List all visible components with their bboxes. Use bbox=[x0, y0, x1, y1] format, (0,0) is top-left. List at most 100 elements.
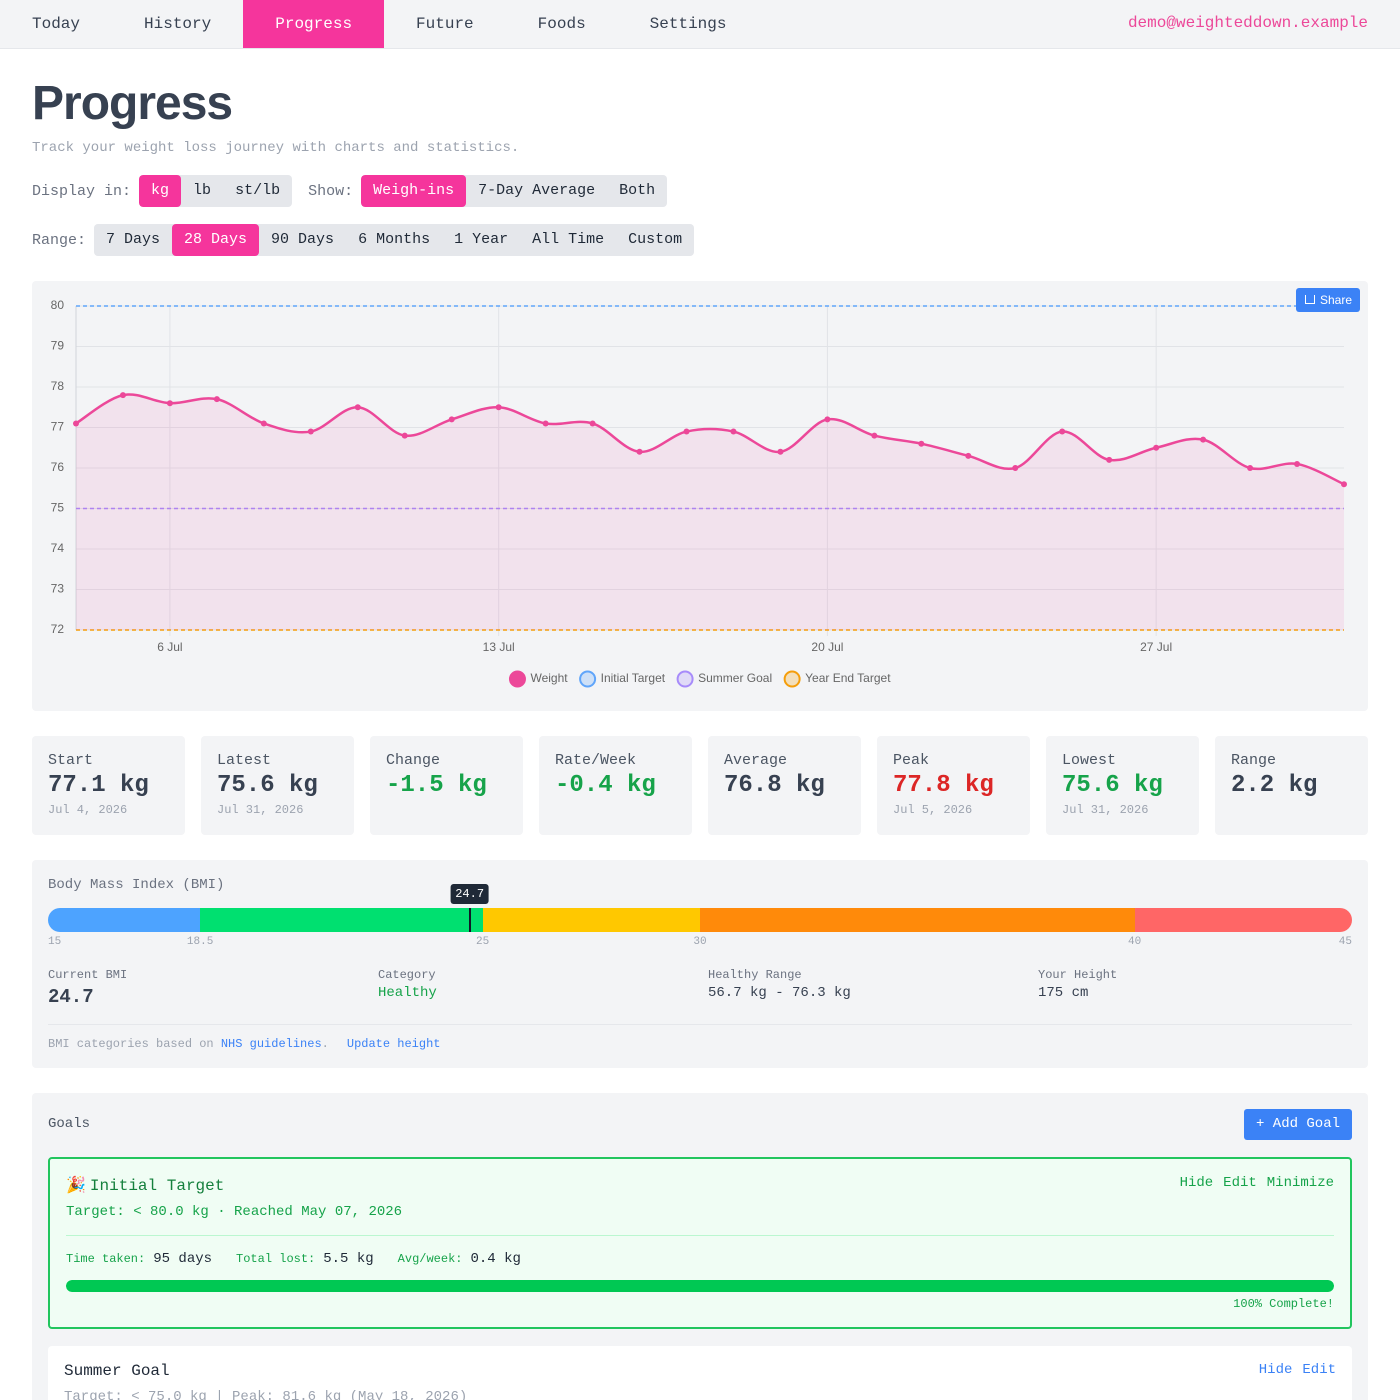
goal-detail: Target: < 75.0 kg | Peak: 81.6 kg (May 1… bbox=[64, 1389, 468, 1400]
bmi-marker-label: 24.7 bbox=[450, 884, 490, 904]
goal-stat-label: Total lost: bbox=[236, 1252, 316, 1266]
control-row: Range: 7 Days 28 Days 90 Days 6 Months 1 Year… bbox=[32, 224, 695, 256]
data-point bbox=[589, 420, 596, 427]
share-icon bbox=[1304, 295, 1315, 304]
data-point bbox=[542, 420, 549, 427]
option-button[interactable]: 28 Days bbox=[172, 224, 260, 256]
goal-action[interactable]: Edit bbox=[1223, 1175, 1257, 1191]
x-tick-label: 13 Jul bbox=[483, 640, 515, 654]
stat-card: Start 77.1 kg Jul 4, 2026 bbox=[32, 736, 185, 835]
control-row: Display in: kg lb st/lb Show: Weigh-ins 7-Day … bbox=[32, 175, 668, 207]
bmi-segment bbox=[482, 908, 700, 932]
option-button[interactable]: Weigh-ins bbox=[361, 175, 467, 207]
option-button[interactable]: All Time bbox=[532, 231, 605, 248]
option-button[interactable]: lb bbox=[193, 182, 212, 199]
bmi-info-label: Healthy Range bbox=[708, 968, 802, 982]
goal-card: 🎉 Initial Target Hide Edit Minimize Target: <… bbox=[48, 1157, 1352, 1329]
stat-value: 75.6 kg bbox=[1062, 772, 1163, 799]
bmi-info-value: Healthy bbox=[378, 985, 437, 1001]
bmi-marker bbox=[468, 908, 471, 932]
option-button[interactable]: st/lb bbox=[235, 182, 281, 199]
button-group: 7 Days 28 Days 90 Days 6 Months 1 Year All Ti… bbox=[94, 224, 695, 256]
goals-title: Goals bbox=[48, 1116, 91, 1132]
data-point bbox=[1247, 465, 1254, 471]
bmi-scale-label: 30 bbox=[693, 936, 707, 948]
option-button[interactable]: 7 Days bbox=[106, 231, 161, 248]
nav-item[interactable]: Settings bbox=[649, 15, 727, 33]
goal-action[interactable]: Minimize bbox=[1266, 1175, 1334, 1191]
goal-action[interactable]: Hide bbox=[1258, 1362, 1293, 1378]
data-point bbox=[683, 428, 690, 435]
bmi-scale-label: 25 bbox=[476, 936, 490, 948]
option-button[interactable]: kg bbox=[139, 175, 182, 207]
option-button[interactable]: 7-Day Average bbox=[478, 182, 596, 199]
goal-stat-label: Avg/week: bbox=[397, 1252, 463, 1266]
user-email[interactable]: demo@weighteddown.example bbox=[1127, 14, 1368, 32]
chart: 72 73 74 75 76 77 78 79 80 6 Jul 13 Jul 20 Jul 27 Ju… bbox=[51, 298, 1347, 688]
button-group: Weigh-ins 7-Day Average Both bbox=[361, 175, 668, 207]
bmi-title: Body Mass Index (BMI) bbox=[48, 877, 225, 893]
legend-swatch bbox=[676, 670, 694, 688]
data-point bbox=[1106, 456, 1113, 463]
option-button[interactable]: 90 Days bbox=[271, 231, 335, 248]
data-point bbox=[73, 420, 79, 427]
bmi-scale-label: 18.5 bbox=[186, 936, 214, 948]
stat-card: Lowest 75.6 kg Jul 31, 2026 bbox=[1046, 736, 1199, 835]
stat-label: Change bbox=[386, 752, 441, 769]
y-tick-label: 75 bbox=[51, 501, 65, 515]
stat-label: Rate/Week bbox=[555, 752, 637, 769]
stat-card: Peak 77.8 kg Jul 5, 2026 bbox=[877, 736, 1030, 835]
data-point bbox=[1012, 465, 1019, 471]
goal-actions: Hide Edit bbox=[1259, 1362, 1336, 1378]
nav-item[interactable]: Future bbox=[416, 15, 474, 33]
data-point bbox=[307, 428, 314, 435]
x-tick-label: 20 Jul bbox=[811, 640, 843, 654]
share-button[interactable]: Share bbox=[1295, 288, 1360, 312]
data-point bbox=[1059, 428, 1066, 435]
bmi-segment bbox=[200, 908, 483, 932]
bmi-segment bbox=[48, 908, 201, 932]
footer-action[interactable]: Update height bbox=[346, 1037, 441, 1051]
goal-stat: Avg/week: 0.4 kg bbox=[398, 1249, 521, 1267]
page-title: Progress bbox=[32, 77, 233, 130]
add-goal-button[interactable]: + Add Goal bbox=[1243, 1109, 1352, 1140]
stat-card: Change -1.5 kg bbox=[370, 736, 523, 835]
nav-item[interactable]: History bbox=[144, 15, 212, 33]
stat-card: Range 2.2 kg bbox=[1215, 736, 1368, 835]
divider bbox=[48, 1024, 1352, 1025]
data-point bbox=[730, 428, 737, 435]
nav-item[interactable]: Today bbox=[32, 15, 81, 33]
y-tick-label: 72 bbox=[51, 622, 65, 636]
stat-date: Jul 5, 2026 bbox=[893, 803, 973, 817]
y-tick-label: 79 bbox=[51, 339, 65, 353]
bmi-segment bbox=[700, 908, 1135, 932]
data-point bbox=[166, 400, 173, 407]
bmi-info-label: Current BMI bbox=[48, 968, 128, 982]
stat-card: Latest 75.6 kg Jul 31, 2026 bbox=[201, 736, 354, 835]
stat-label: Peak bbox=[893, 752, 930, 769]
footer-link[interactable]: NHS guidelines bbox=[220, 1037, 322, 1051]
nav-item[interactable]: Foods bbox=[537, 15, 586, 33]
goal-title: Summer Goal bbox=[64, 1362, 170, 1380]
goal-stat-value: 5.5 kg bbox=[323, 1251, 374, 1267]
option-button[interactable]: 6 Months bbox=[358, 231, 431, 248]
goal-action[interactable]: Edit bbox=[1302, 1362, 1336, 1378]
bmi-bar bbox=[48, 908, 1352, 932]
bmi-scale-label: 40 bbox=[1128, 936, 1142, 948]
page-subtitle: Track your weight loss journey with char… bbox=[32, 140, 520, 156]
data-point bbox=[918, 440, 925, 447]
goal-title: 🎉 Initial Target bbox=[66, 1175, 224, 1195]
option-button[interactable]: Custom bbox=[628, 231, 683, 248]
goal-action[interactable]: Hide bbox=[1179, 1175, 1214, 1191]
legend-swatch bbox=[508, 670, 526, 688]
nav-item[interactable]: Progress bbox=[243, 0, 385, 48]
stat-card: Rate/Week -0.4 kg bbox=[539, 736, 692, 835]
option-button[interactable]: 1 Year bbox=[454, 231, 509, 248]
data-point bbox=[213, 396, 220, 403]
stat-value: 75.6 kg bbox=[217, 772, 318, 799]
goal-icon: 🎉 bbox=[66, 1177, 86, 1195]
stat-value: -0.4 kg bbox=[555, 772, 656, 799]
goal-stat-label: Time taken: bbox=[66, 1252, 146, 1266]
option-button[interactable]: Both bbox=[619, 182, 656, 199]
chart-panel: 72 73 74 75 76 77 78 79 80 6 Jul 13 Jul 20 Jul 27 Ju… bbox=[32, 281, 1368, 711]
